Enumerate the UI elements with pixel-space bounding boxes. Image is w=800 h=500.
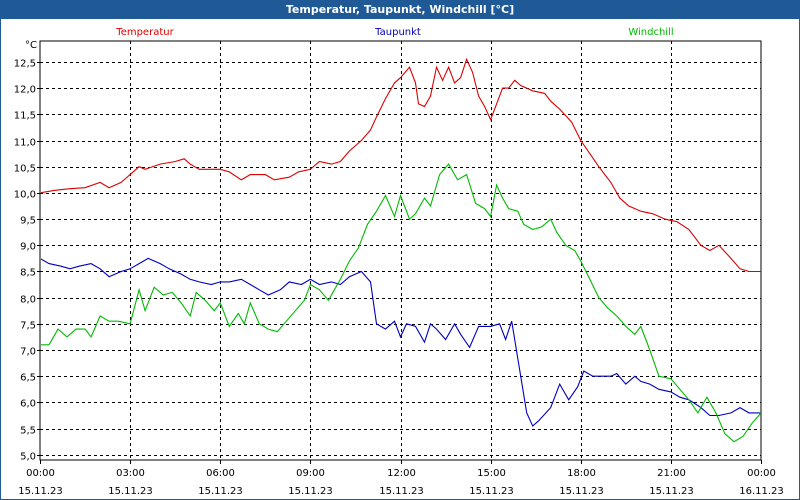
y-tick-label: 11,5 <box>14 111 36 122</box>
x-tick-label-date: 16.11.23 <box>739 486 784 497</box>
x-tick-label-time: 09:00 <box>296 468 325 479</box>
legend-label-windchill: Windchill <box>628 27 673 38</box>
x-tick-label-time: 03:00 <box>116 468 145 479</box>
x-tick-label-time: 06:00 <box>206 468 235 479</box>
y-tick-label: 12,5 <box>14 59 36 70</box>
y-tick-label: 8,5 <box>20 268 36 279</box>
x-tick-label-date: 15.11.23 <box>649 486 694 497</box>
x-tick-label-date: 15.11.23 <box>288 486 333 497</box>
y-tick-label: 10,5 <box>14 164 36 175</box>
plot-frame <box>39 40 762 461</box>
legend-label-temperatur: Temperatur <box>115 27 174 38</box>
x-tick-label-date: 15.11.23 <box>18 486 63 497</box>
y-axis-label: °C <box>25 40 37 51</box>
axes: 5,0 5,5 6,0 6,5 7,0 7,5 8,0 8,5 9,0 9,5 10,0 10,5 11… <box>14 40 784 497</box>
y-tick-label: 11,0 <box>14 138 36 149</box>
y-tick-label: 10,0 <box>14 190 36 201</box>
x-tick-label-time: 12:00 <box>387 468 416 479</box>
y-tick-label: 6,5 <box>20 373 36 384</box>
legend: Temperatur Taupunkt Windchill <box>115 27 673 38</box>
y-tick-label: 7,5 <box>20 321 36 332</box>
series-line-taupunkt <box>41 257 761 427</box>
y-tick-label: 7,0 <box>20 347 36 358</box>
grid <box>40 41 761 460</box>
series-group <box>41 57 761 443</box>
legend-label-taupunkt: Taupunkt <box>374 27 421 38</box>
x-tick-label-time: 00:00 <box>26 468 55 479</box>
y-tick-label: 5,0 <box>20 452 36 463</box>
x-tick-label-date: 15.11.23 <box>379 486 424 497</box>
y-tick-label: 9,5 <box>20 216 36 227</box>
chart-canvas: 5,0 5,5 6,0 6,5 7,0 7,5 8,0 8,5 9,0 9,5 10,0 10,5 11… <box>14 27 784 497</box>
y-tick-label: 6,0 <box>20 399 36 410</box>
x-tick-label-time: 00:00 <box>747 468 776 479</box>
x-tick-label-time: 15:00 <box>477 468 506 479</box>
x-tick-label-date: 15.11.23 <box>198 486 243 497</box>
series-line-windchill <box>41 163 761 443</box>
chart-title: Temperatur, Taupunkt, Windchill [°C] <box>1 1 799 19</box>
x-tick-label-time: 18:00 <box>567 468 596 479</box>
series-line-temperatur <box>41 57 761 273</box>
x-tick-label-date: 15.11.23 <box>559 486 604 497</box>
x-tick-label-date: 15.11.23 <box>469 486 514 497</box>
x-tick-label-time: 21:00 <box>657 468 686 479</box>
y-tick-label: 8,0 <box>20 295 36 306</box>
y-tick-label: 5,5 <box>20 426 36 437</box>
x-tick-label-date: 15.11.23 <box>108 486 153 497</box>
y-tick-label: 12,0 <box>14 85 36 96</box>
y-tick-label: 9,0 <box>20 242 36 253</box>
